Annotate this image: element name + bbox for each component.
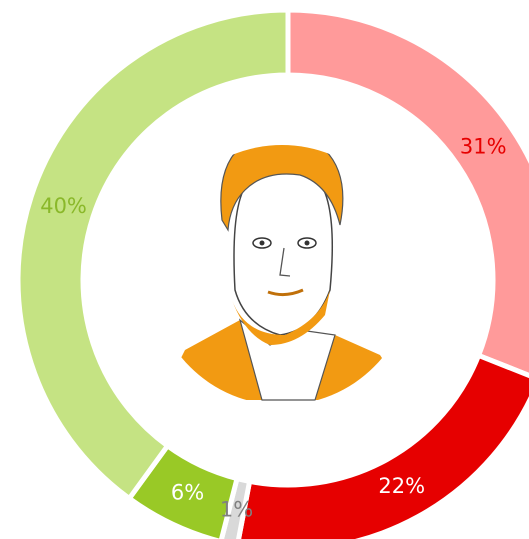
pupil xyxy=(305,241,310,246)
portrait-drawing xyxy=(160,134,410,400)
value-label: 1% xyxy=(220,497,253,521)
portrait xyxy=(160,134,410,400)
pupil xyxy=(260,241,265,246)
value-label: 40% xyxy=(40,194,87,218)
value-label: 31% xyxy=(460,134,507,158)
page: 31%22%1%6%40% (() => { const data = JSON… xyxy=(0,0,529,539)
chart: 31% 22% 1% 6% 40% xyxy=(0,0,529,539)
value-label: 22% xyxy=(378,474,425,498)
value-label: 6% xyxy=(171,481,204,505)
